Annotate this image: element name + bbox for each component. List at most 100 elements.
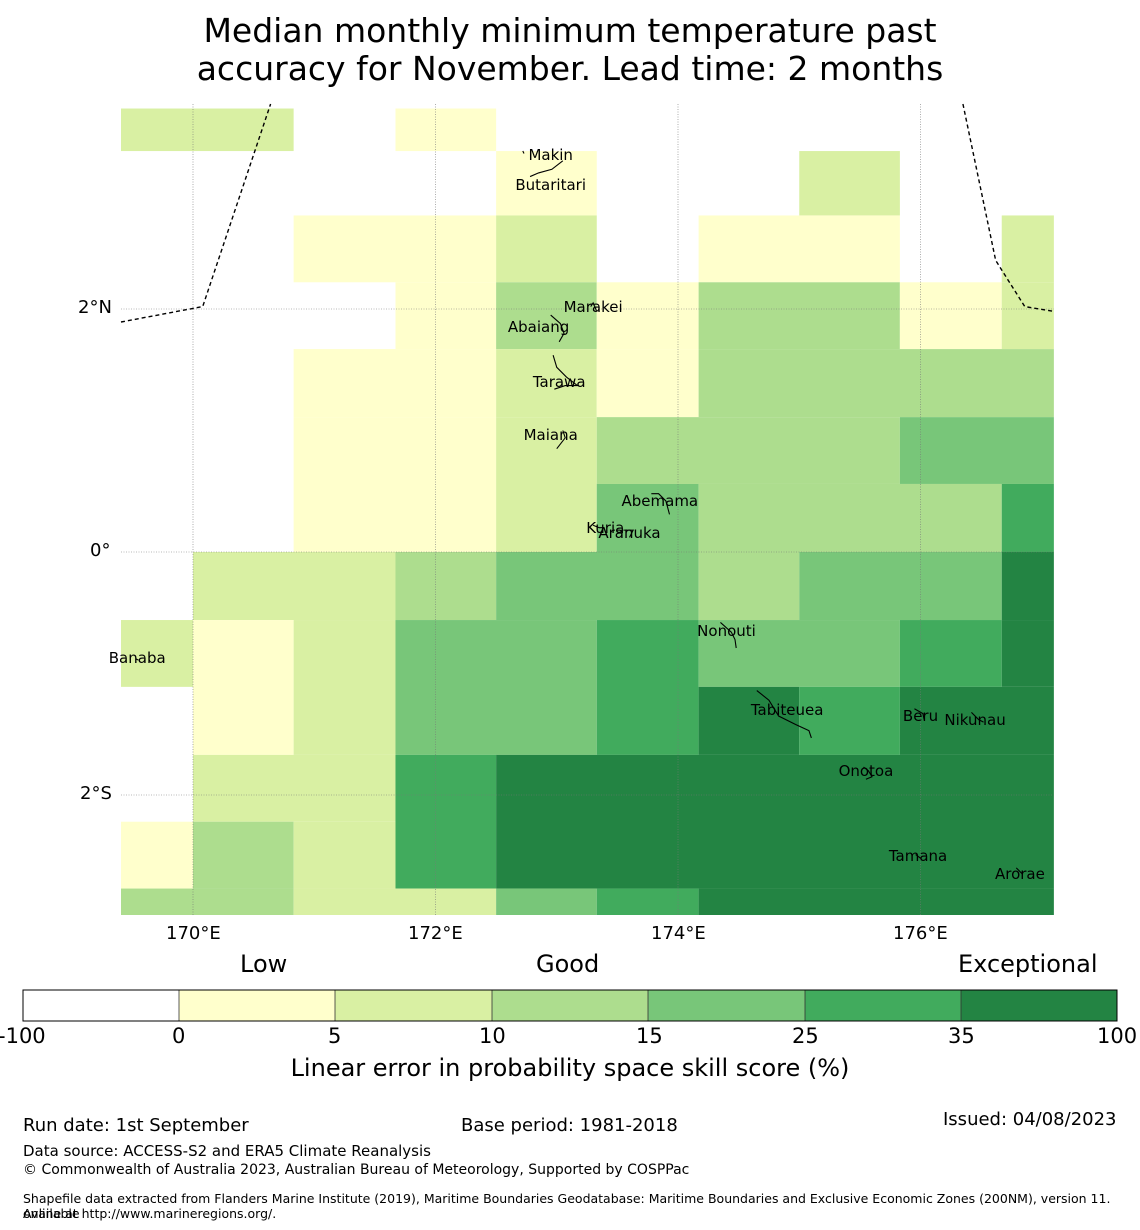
skill-cell (496, 417, 597, 552)
skill-cell (193, 821, 294, 889)
skill-cell (899, 620, 1002, 687)
island-outline (914, 708, 925, 720)
island-outline (522, 150, 525, 154)
colorbar-tick: 100 (1097, 1024, 1138, 1048)
skill-cell (596, 483, 699, 552)
skill-cell (799, 686, 900, 755)
skill-cell (1001, 552, 1054, 621)
lat-label-2s: 2°S (80, 783, 112, 804)
island-outline (1015, 867, 1023, 875)
place-label: Makin (528, 145, 573, 164)
skill-cell (899, 282, 1002, 350)
skill-cell (395, 282, 497, 350)
island-outline (623, 529, 635, 538)
base-period: Base period: 1981-2018 (461, 1115, 678, 1136)
island-outline (971, 711, 984, 723)
skill-cell (395, 620, 597, 755)
skill-cell (293, 620, 396, 755)
skill-cell (698, 282, 900, 350)
skill-cell (121, 620, 193, 687)
place-label: Tabiteuea (750, 700, 824, 719)
skill-cell (596, 417, 900, 484)
skill-cell (799, 151, 900, 216)
skill-cell (899, 417, 1054, 484)
place-label: Kuria (586, 518, 625, 537)
skill-cell (121, 888, 294, 915)
colorbar (22, 989, 1118, 1022)
island-outline (550, 314, 565, 343)
colorbar-tick: 5 (328, 1024, 342, 1048)
lon-label-174e: 174°E (651, 923, 706, 944)
colorbar-tick: 10 (479, 1024, 506, 1048)
skill-cell (698, 686, 800, 755)
map-title-line-1: Median monthly minimum temperature past (203, 11, 937, 50)
eez-boundary-west (120, 103, 272, 323)
skill-cell (698, 349, 1054, 418)
skill-cell (395, 552, 497, 621)
lat-label-0: 0° (90, 540, 111, 561)
skill-cell (496, 282, 597, 350)
colorbar-tick: 35 (948, 1024, 975, 1048)
skill-cell (193, 754, 396, 822)
skill-cell (121, 108, 294, 152)
run-date: Run date: 1st September (23, 1115, 249, 1136)
map-title-line-2: accuracy for November. Lead time: 2 mont… (196, 49, 944, 88)
skill-cell (293, 215, 497, 283)
lon-label-176e: 176°E (893, 923, 948, 944)
place-label: Beru (902, 707, 939, 726)
place-label: Banaba (108, 648, 166, 667)
category-good: Good (536, 950, 600, 978)
colorbar-segment (961, 990, 1117, 1021)
colorbar-segment (648, 990, 805, 1021)
island-outline (720, 622, 737, 649)
skill-cell (698, 620, 900, 687)
skill-cell (496, 888, 597, 915)
issued-date: Issued: 04/08/2023 (943, 1109, 1117, 1130)
skill-cell (1001, 282, 1054, 350)
skill-cell (1001, 215, 1054, 283)
colorbar-segment (492, 990, 648, 1021)
colorbar-tick: 0 (172, 1024, 186, 1048)
skill-cell (293, 417, 497, 552)
shapefile-credit-line-2: online at http://www.marineregions.org/. (23, 1206, 277, 1221)
skill-cell (596, 620, 699, 755)
colorbar-segment (805, 990, 961, 1021)
skill-grid (121, 108, 1054, 915)
place-label: Arorae (994, 864, 1045, 883)
island-outline (592, 524, 605, 529)
island-outline (556, 430, 566, 450)
colorbar-label: Linear error in probability space skill … (290, 1054, 850, 1082)
skill-cell (596, 349, 699, 418)
skill-cell (698, 552, 800, 621)
skill-cell (121, 821, 193, 889)
skill-cell (193, 620, 294, 755)
skill-cell (799, 552, 1002, 621)
skill-cell (293, 821, 396, 889)
skill-cell (1001, 620, 1054, 687)
eez-boundary-east (962, 103, 1055, 313)
lon-label-170e: 170°E (166, 923, 221, 944)
skill-cell (596, 888, 699, 915)
skill-cell (698, 483, 1002, 552)
colorbar-segment (179, 990, 335, 1021)
skill-cell (698, 215, 900, 283)
skill-cell (496, 552, 699, 621)
colorbar-tick: 15 (636, 1024, 663, 1048)
place-label: Tarawa (532, 372, 586, 391)
island-outline (651, 493, 671, 515)
skill-cell (899, 686, 1054, 755)
island-outline (529, 160, 564, 178)
island-outline (552, 355, 579, 390)
skill-cell (496, 754, 1054, 889)
skill-cell (293, 349, 497, 418)
place-label: Maiana (523, 426, 578, 445)
lat-label-2n: 2°N (78, 297, 112, 318)
island-outline (863, 766, 873, 780)
place-label: Abemama (621, 491, 699, 510)
skill-cell (596, 282, 699, 350)
skill-cell (395, 108, 497, 152)
place-label: Butaritari (515, 176, 586, 195)
island-outline (135, 658, 139, 661)
colorbar-segment (335, 990, 492, 1021)
